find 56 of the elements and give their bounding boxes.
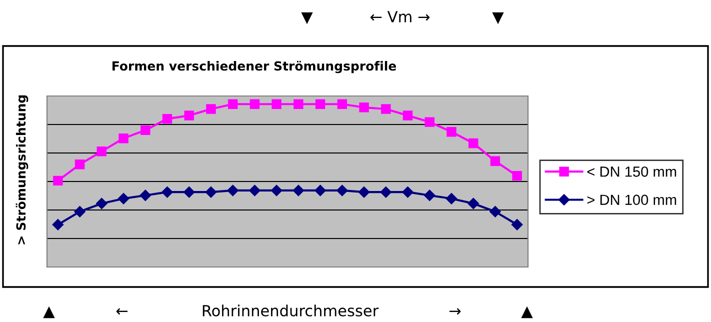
point: [227, 184, 238, 196]
point: [468, 198, 479, 210]
point: [380, 186, 392, 198]
point: [314, 184, 326, 196]
point: [140, 125, 150, 136]
point: [490, 156, 500, 166]
point: [381, 104, 391, 114]
point: [337, 99, 348, 110]
point: [250, 99, 260, 110]
point: [162, 186, 173, 198]
point: [446, 192, 458, 204]
point: [402, 110, 413, 120]
text: ← Vm →: [370, 11, 430, 22]
point: [52, 219, 64, 230]
point: [140, 190, 151, 201]
point: [446, 126, 456, 137]
point: [292, 184, 304, 196]
point: [205, 186, 217, 198]
text: ▲: [43, 306, 55, 318]
point: [184, 110, 194, 120]
point: [490, 206, 501, 218]
point: [424, 117, 434, 127]
point: [358, 186, 370, 198]
text: ▼: [492, 12, 504, 24]
text: ▼: [301, 12, 313, 24]
point: [359, 102, 369, 112]
point: [512, 170, 522, 181]
point: [184, 186, 195, 198]
point: [272, 99, 282, 110]
point: [96, 198, 108, 210]
point: [424, 190, 436, 201]
text: ←: [116, 308, 128, 315]
point: [336, 184, 348, 196]
point: [294, 99, 304, 110]
text: ▲: [521, 306, 533, 318]
y-axis-title: > Strömungsrichtung: [16, 95, 28, 244]
point: [228, 99, 238, 110]
point: [53, 176, 63, 186]
point: [270, 184, 282, 196]
point: [74, 160, 85, 170]
point: [96, 146, 107, 156]
point: [511, 219, 523, 230]
chart-title: Formen verschiedener Strömungsprofile: [112, 60, 396, 74]
point: [315, 99, 326, 110]
text: →: [449, 308, 461, 315]
point: [74, 206, 86, 218]
legend-label: > DN 100 mm: [587, 194, 676, 206]
point: [249, 184, 260, 196]
point: [206, 104, 216, 114]
x-axis-title: Rohrinnendurchmesser: [202, 304, 379, 316]
point: [402, 186, 414, 198]
point: [468, 138, 478, 148]
point: [162, 114, 172, 124]
legend-label: < DN 150 mm: [587, 166, 676, 177]
point: [118, 133, 128, 144]
point: [118, 192, 130, 204]
